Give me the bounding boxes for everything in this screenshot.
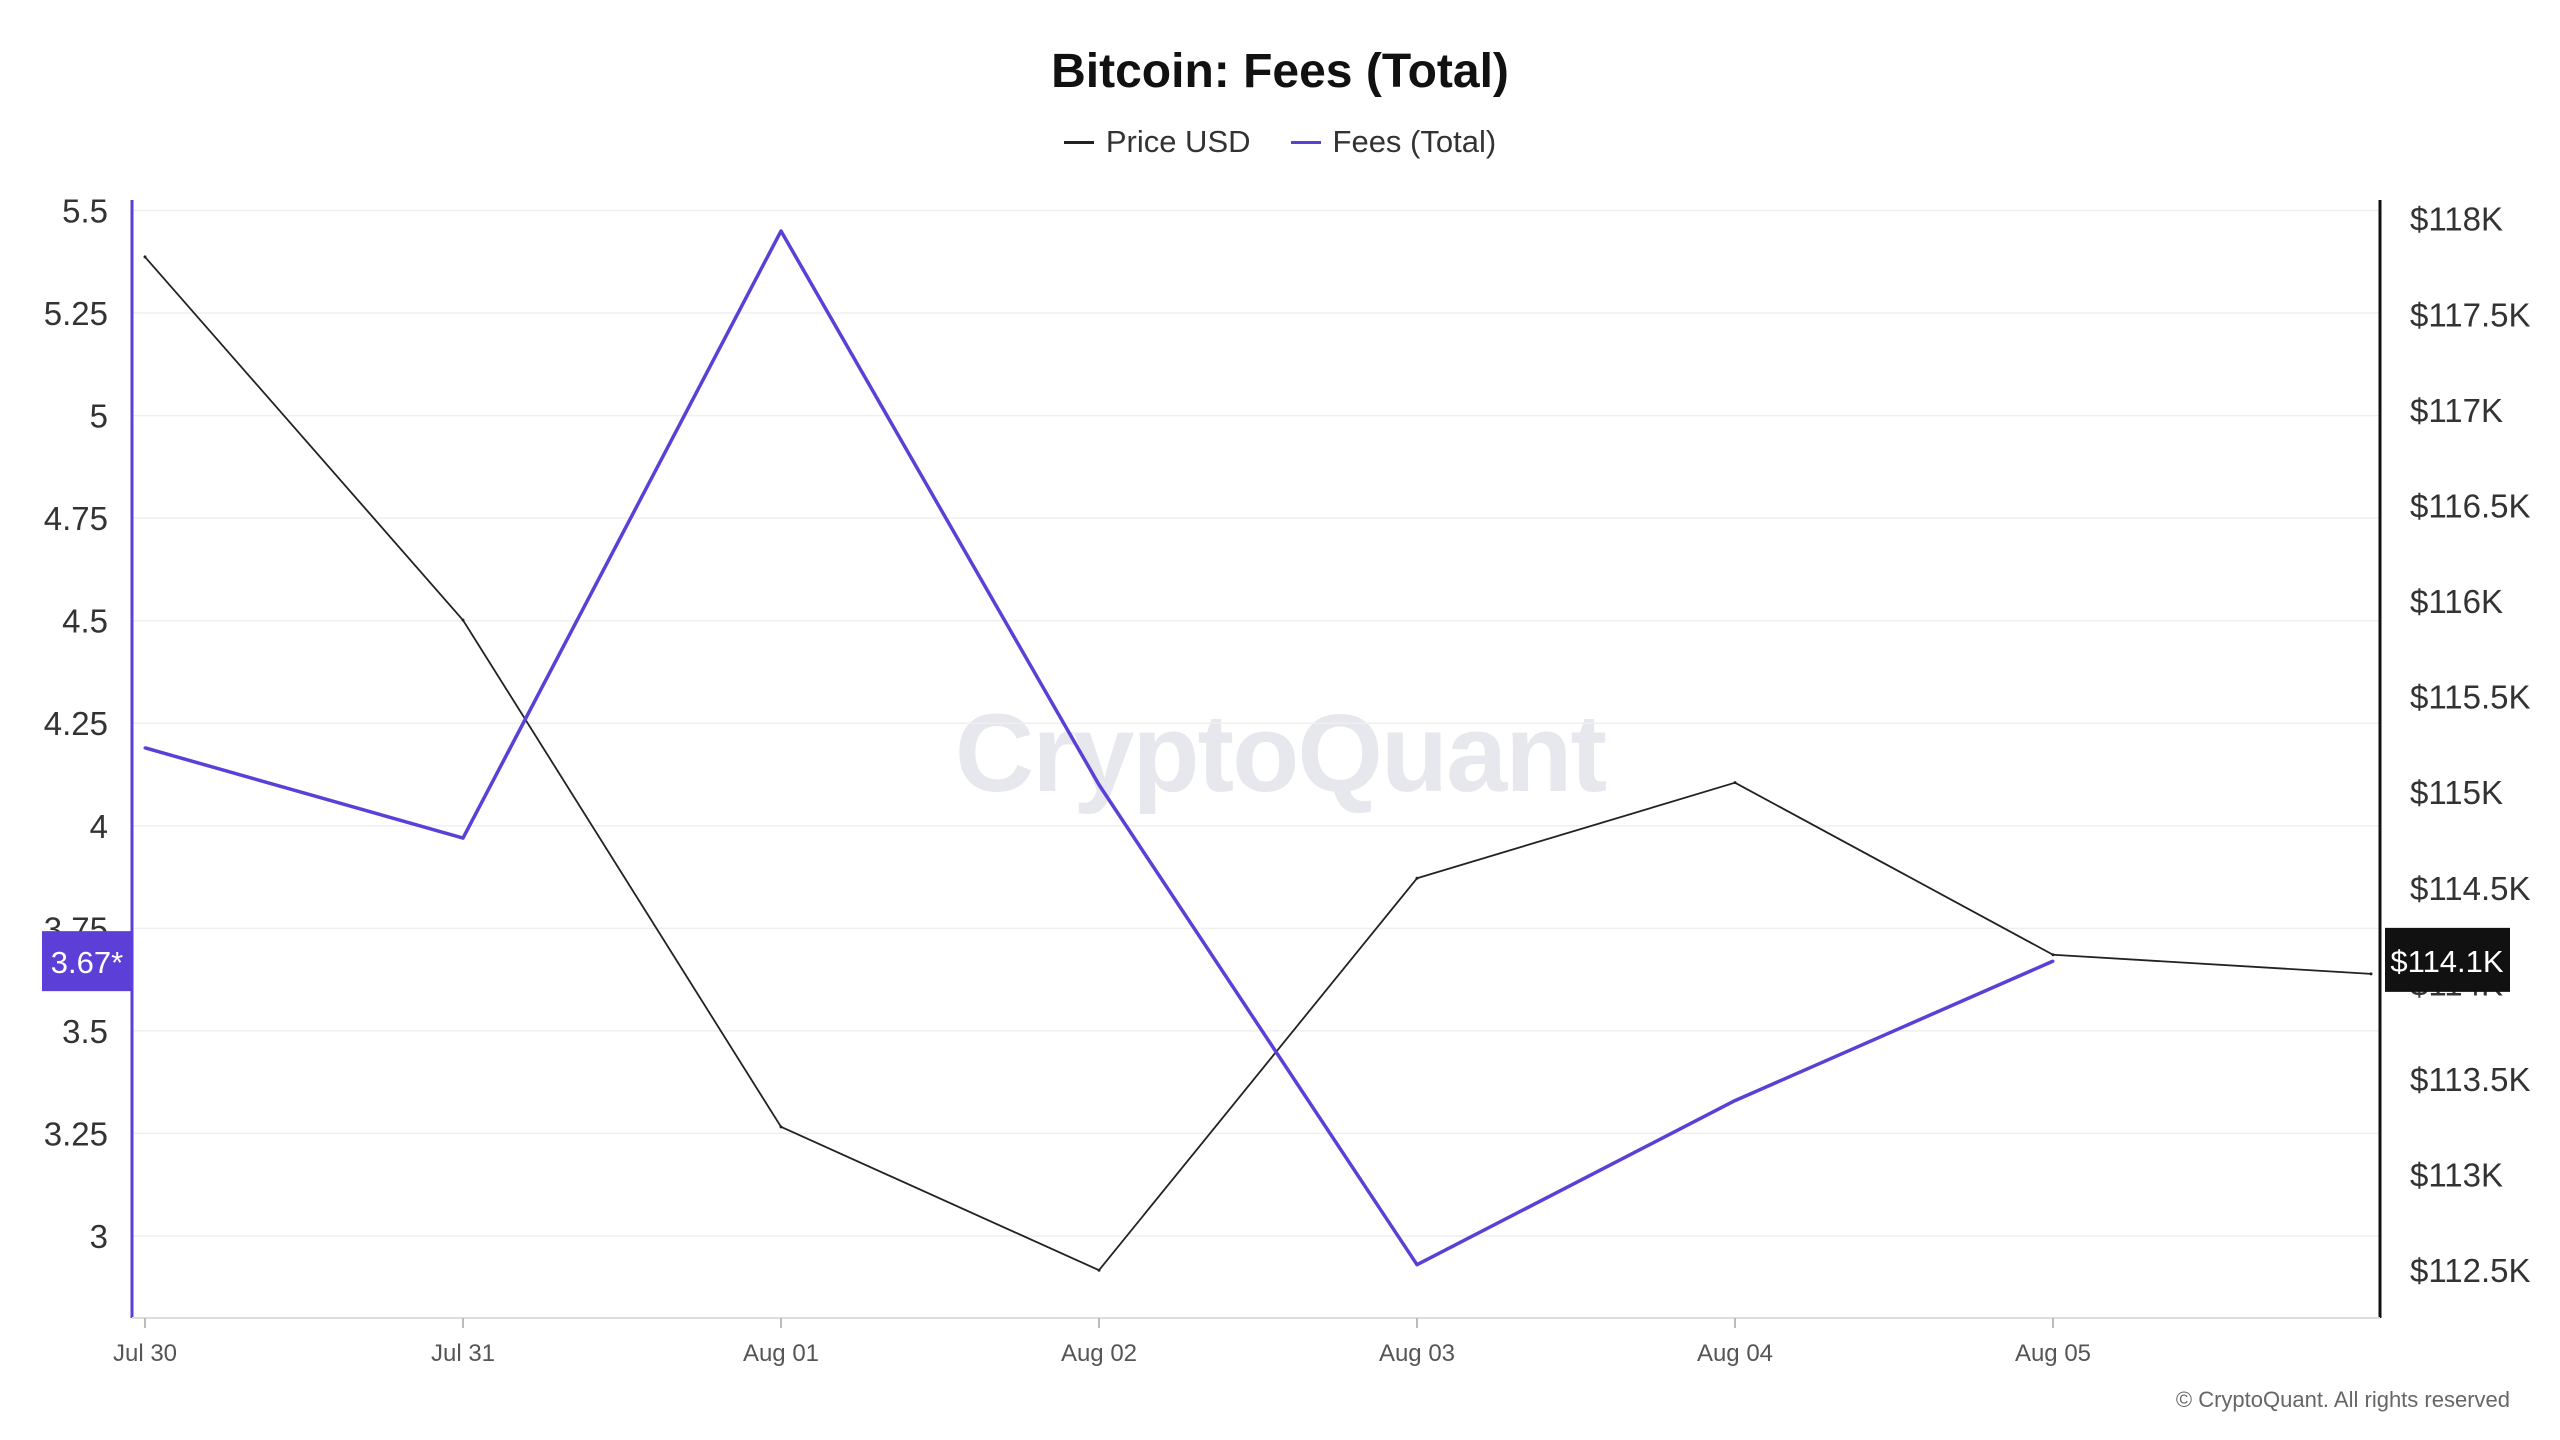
price-usd-point xyxy=(1733,781,1737,785)
y-right-tick-label: $117.5K xyxy=(2410,296,2531,333)
y-right-tick-label: $117K xyxy=(2410,392,2503,429)
y-right-tick-label: $118K xyxy=(2410,201,2503,238)
fees-total-point xyxy=(143,746,147,750)
legend-swatch-price xyxy=(1063,140,1094,144)
watermark: CryptoQuant xyxy=(954,692,1607,815)
x-tick-label: Aug 05 xyxy=(2015,1340,2091,1367)
y-left-tick-label: 5.25 xyxy=(44,295,108,332)
current-fees-label: 3.67* xyxy=(51,945,123,980)
price-usd-point xyxy=(461,618,465,622)
y-right-tick-label: $116K xyxy=(2410,583,2503,620)
y-left-tick-label: 4.75 xyxy=(44,500,108,537)
fees-total-point xyxy=(2051,959,2055,963)
y-right-tick-label: $114.5K xyxy=(2410,870,2531,907)
y-left-tick-label: 4.25 xyxy=(44,705,108,742)
y-left-tick-label: 3 xyxy=(90,1218,108,1255)
y-right-tick-label: $113K xyxy=(2410,1157,2503,1194)
legend: Price USD Fees (Total) xyxy=(0,124,2560,160)
price-usd-point xyxy=(779,1125,783,1129)
current-price-label: $114.1K xyxy=(2390,944,2504,979)
y-right-tick-label: $112.5K xyxy=(2410,1252,2531,1289)
y-right-tick-label: $115.5K xyxy=(2410,679,2531,716)
y-right-tick-label: $113.5K xyxy=(2410,1061,2531,1098)
price-usd-point xyxy=(1097,1268,1101,1272)
y-left-tick-label: 3.5 xyxy=(62,1013,108,1050)
fees-total-line xyxy=(144,229,2054,1267)
legend-item-price[interactable]: Price USD xyxy=(1063,124,1251,160)
price-usd-point xyxy=(2051,953,2055,957)
legend-label-price: Price USD xyxy=(1105,124,1251,159)
y-left-tick-label: 4.5 xyxy=(62,603,108,640)
current-price-marker xyxy=(2385,927,2510,992)
fees-total-point xyxy=(1415,1263,1419,1267)
copyright-notice: © CryptoQuant. All rights reserved xyxy=(2175,1387,2510,1412)
fees-total-point xyxy=(1097,783,1101,787)
x-tick-label: Aug 02 xyxy=(1061,1340,1137,1367)
y-right-tick-label: $115K xyxy=(2410,774,2503,811)
x-tick-label: Aug 03 xyxy=(1379,1340,1455,1367)
legend-item-fees[interactable]: Fees (Total) xyxy=(1290,124,1497,160)
current-fees-marker xyxy=(42,931,132,992)
legend-swatch-fees xyxy=(1290,140,1321,144)
y-left-tick-label: 5 xyxy=(90,398,108,435)
price-usd-line xyxy=(144,256,2372,1272)
x-tick-label: Jul 31 xyxy=(431,1340,495,1367)
y-left-tick-label: 4 xyxy=(90,808,108,845)
legend-label-fees: Fees (Total) xyxy=(1332,124,1497,159)
price-usd-point xyxy=(143,255,147,259)
y-right-tick-label: $116.5K xyxy=(2410,487,2531,524)
fees-total-point xyxy=(1733,1099,1737,1103)
x-tick-label: Aug 01 xyxy=(743,1340,819,1367)
fees-total-point xyxy=(779,229,783,233)
fees-total-point xyxy=(461,836,465,840)
price-usd-point xyxy=(1415,876,1419,880)
price-usd-point xyxy=(2369,972,2373,976)
x-tick-label: Jul 30 xyxy=(113,1340,177,1367)
chart-title: Bitcoin: Fees (Total) xyxy=(1051,45,1509,98)
x-tick-label: Aug 04 xyxy=(1697,1340,1773,1367)
y-left-tick-label: 3.25 xyxy=(44,1115,108,1152)
y-left-tick-label: 5.5 xyxy=(62,193,108,230)
